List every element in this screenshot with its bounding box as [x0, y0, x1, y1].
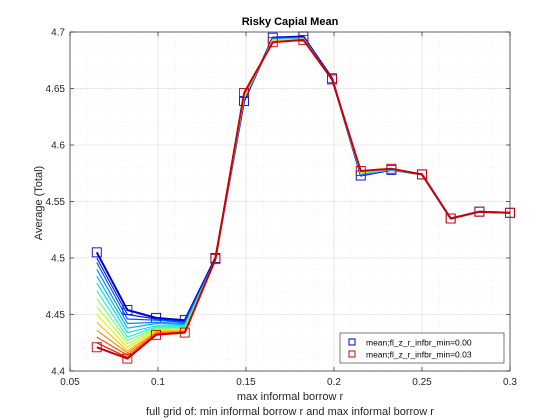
data-point-series-14-11: [417, 169, 427, 180]
data-point-series-0-0: [91, 247, 102, 258]
y-tick-label: 4.55: [46, 197, 66, 208]
data-point-series-14-4: [210, 254, 221, 265]
x-tick-label: 0.05: [60, 377, 80, 388]
series-layer: [91, 31, 515, 364]
data-point-series-14-9: [355, 166, 366, 176]
chart-title: Risky Capial Mean: [242, 16, 339, 28]
data-point-series-14-10: [386, 163, 397, 174]
x-tick-label: 0.15: [236, 377, 256, 388]
x-tick-label: 0.25: [412, 377, 432, 388]
y-tick-label: 4.7: [51, 28, 65, 39]
grid: [69, 31, 511, 372]
y-tick-label: 4.4: [51, 367, 65, 378]
data-point-series-14-3: [179, 327, 190, 338]
y-tick-label: 4.45: [46, 310, 66, 321]
data-point-series-14-13: [474, 206, 485, 217]
data-point-series-14-0: [91, 342, 102, 353]
series-line-14: [96, 38, 511, 360]
y-tick-label: 4.65: [46, 84, 66, 95]
legend-label-series-min-0-03: mean;fl_z_r_infbr_min=0.03: [366, 350, 472, 360]
tick-labels: 0.05 0.1 0.15 0.2 0.25 0.3 4.4 4.45 4.5 4.55 4.6 4.…: [46, 28, 518, 389]
data-point-series-14-2: [151, 329, 162, 340]
footnote: full grid of: min informal borrow r and …: [146, 406, 434, 418]
x-tick-label: 0.1: [151, 377, 165, 388]
legend-marker-series-min-0-03: [348, 350, 356, 358]
data-point-series-14-6: [267, 37, 278, 48]
legend-label-series-min-0-00: mean;fl_z_r_infbr_min=0.00: [366, 338, 472, 348]
legend-box: [339, 332, 505, 364]
data-point-series-14-7: [298, 34, 309, 45]
data-point-series-14-1: [122, 353, 133, 364]
x-tick-label: 0.3: [503, 377, 517, 388]
y-axis-label: Average (Total): [33, 166, 45, 240]
y-tick-label: 4.6: [51, 141, 65, 152]
axes: [69, 31, 511, 372]
legend: mean;fl_z_r_infbr_min=0.00 mean;fl_z_r_i…: [339, 332, 505, 364]
data-point-series-14-12: [445, 213, 456, 224]
data-point-series-14-5: [239, 88, 250, 98]
y-tick-label: 4.5: [51, 254, 65, 265]
legend-marker-series-min-0-00: [348, 338, 356, 346]
x-tick-label: 0.2: [327, 377, 341, 388]
x-axis-label: max informal borrow r: [237, 391, 344, 403]
data-point-series-14-8: [327, 74, 338, 85]
